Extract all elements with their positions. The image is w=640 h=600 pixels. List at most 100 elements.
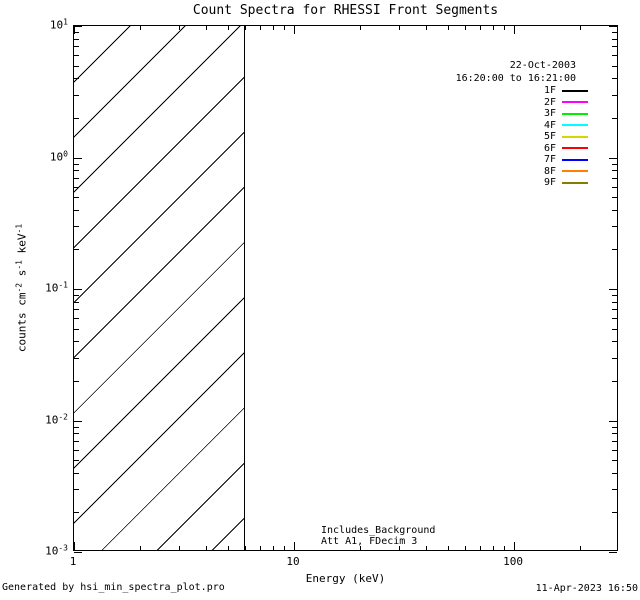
y-minor-tick xyxy=(612,178,617,179)
y-minor-tick xyxy=(612,309,617,310)
x-minor-tick xyxy=(465,546,466,550)
x-minor-tick xyxy=(284,546,285,550)
legend-entry-label: 1F xyxy=(543,85,556,97)
x-minor-tick xyxy=(228,546,229,550)
legend-color-swatch xyxy=(562,158,588,161)
y-minor-tick xyxy=(74,358,79,359)
x-minor-tick xyxy=(260,26,261,30)
legend-entry: 3F xyxy=(456,108,588,120)
x-minor-tick xyxy=(245,26,246,30)
y-minor-tick xyxy=(612,32,617,33)
y-minor-tick xyxy=(612,473,617,474)
hatched-region xyxy=(74,26,244,550)
y-tick-labels: 101 100 10-1 10-2 10-3 xyxy=(0,18,68,558)
legend-entry: 6F xyxy=(456,143,588,155)
x-minor-tick xyxy=(140,546,141,550)
y-minor-tick xyxy=(74,66,79,67)
y-minor-tick xyxy=(74,318,79,319)
y-minor-tick xyxy=(74,489,79,490)
y-tick-label: 100 xyxy=(49,149,68,163)
x-major-tick xyxy=(74,26,75,34)
x-minor-tick xyxy=(504,26,505,30)
annotation-attenuator: Att A1, FDecim 3 xyxy=(321,535,418,547)
legend-color-swatch xyxy=(562,112,588,115)
y-minor-tick xyxy=(612,95,617,96)
y-major-tick xyxy=(609,158,617,159)
y-minor-tick xyxy=(74,170,79,171)
y-minor-tick xyxy=(74,329,79,330)
x-minor-tick xyxy=(206,546,207,550)
x-minor-tick xyxy=(426,546,427,550)
legend-entry-label: 7F xyxy=(543,154,556,166)
y-tick-label: 10-3 xyxy=(45,543,68,558)
legend-entry: 7F xyxy=(456,154,588,166)
y-minor-tick xyxy=(74,197,79,198)
y-minor-tick xyxy=(612,39,617,40)
x-tick-labels: 1 10 100 xyxy=(69,555,618,569)
annotation-includes-background: Includes_Background xyxy=(321,525,436,536)
y-minor-tick xyxy=(74,512,79,513)
y-major-tick xyxy=(609,421,617,422)
x-minor-tick xyxy=(480,546,481,550)
x-minor-tick xyxy=(273,546,274,550)
y-minor-tick xyxy=(74,226,79,227)
legend-entry: 4F xyxy=(456,120,588,132)
y-minor-tick xyxy=(74,210,79,211)
x-tick-label: 100 xyxy=(503,555,523,568)
legend-entry: 5F xyxy=(456,131,588,143)
y-minor-tick xyxy=(612,489,617,490)
x-major-tick xyxy=(514,26,515,34)
y-minor-tick xyxy=(74,32,79,33)
y-minor-tick xyxy=(612,433,617,434)
x-minor-tick xyxy=(399,26,400,30)
plot-title: Count Spectra for RHESSI Front Segments xyxy=(192,3,499,18)
legend-entry-label: 2F xyxy=(543,96,556,108)
x-major-tick xyxy=(514,542,515,550)
y-minor-tick xyxy=(74,46,79,47)
y-minor-tick xyxy=(612,249,617,250)
y-minor-tick xyxy=(74,55,79,56)
x-minor-tick xyxy=(140,26,141,30)
legend-color-swatch xyxy=(562,101,588,104)
y-minor-tick xyxy=(74,302,79,303)
y-minor-tick xyxy=(74,441,79,442)
x-minor-tick xyxy=(179,26,180,30)
y-minor-tick xyxy=(74,427,79,428)
y-minor-tick xyxy=(612,170,617,171)
x-minor-tick xyxy=(493,26,494,30)
y-minor-tick xyxy=(612,358,617,359)
y-tick-label: 10-1 xyxy=(45,280,68,295)
legend-color-swatch xyxy=(562,147,588,150)
y-minor-tick xyxy=(74,381,79,382)
y-major-tick xyxy=(609,552,617,553)
y-major-tick xyxy=(609,26,617,27)
y-minor-tick xyxy=(74,118,79,119)
plot-frame: 22-Oct-2003 16:20:00 to 16:21:00 1F 2F 3F 4… xyxy=(73,25,618,553)
y-minor-tick xyxy=(74,309,79,310)
x-minor-tick xyxy=(399,546,400,550)
legend-entry-label: 4F xyxy=(543,119,556,131)
x-minor-tick xyxy=(245,546,246,550)
y-minor-tick xyxy=(74,249,79,250)
y-minor-tick xyxy=(612,55,617,56)
y-minor-tick xyxy=(612,318,617,319)
legend-entry-label: 3F xyxy=(543,108,556,120)
x-minor-tick xyxy=(284,26,285,30)
x-tick-label: 10 xyxy=(286,555,300,568)
x-major-tick xyxy=(294,542,295,550)
x-minor-tick xyxy=(580,546,581,550)
x-minor-tick xyxy=(273,26,274,30)
x-tick-label: 1 xyxy=(69,555,77,568)
y-minor-tick xyxy=(612,329,617,330)
x-minor-tick xyxy=(580,26,581,30)
x-minor-tick xyxy=(260,546,261,550)
y-minor-tick xyxy=(74,433,79,434)
y-minor-tick xyxy=(74,78,79,79)
plot-annotation: Includes_Background Att A1, FDecim 3 xyxy=(321,525,436,547)
x-minor-tick xyxy=(448,546,449,550)
y-major-tick xyxy=(609,289,617,290)
y-minor-tick xyxy=(612,187,617,188)
y-minor-tick xyxy=(74,341,79,342)
x-minor-tick xyxy=(228,26,229,30)
